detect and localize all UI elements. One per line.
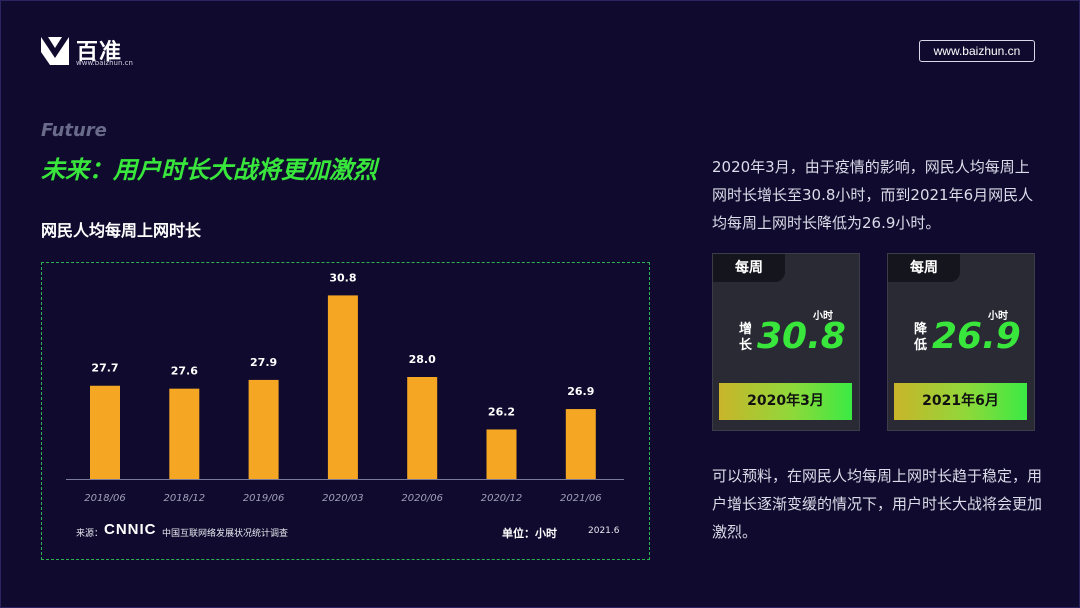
brand-sub: www.baizhun.cn (76, 59, 133, 67)
summary-paragraph: 2020年3月，由于疫情的影响，网民人均每周上网时长增长至30.8小时，而到20… (712, 158, 1034, 232)
chart-panel (41, 262, 650, 560)
category-label: 2020/03 (322, 493, 364, 504)
card-value: 30.8 (757, 316, 846, 357)
stat-card-decrease: 每周 小时 降低 26.9 2021年6月 (887, 253, 1035, 431)
bar (327, 295, 358, 479)
data-label: 30.8 (329, 271, 356, 284)
source-label: 来源： (76, 529, 104, 539)
category-label: 2021/06 (560, 493, 602, 504)
card-date: 2020年3月 (719, 383, 852, 420)
card-verb: 降低 (914, 322, 928, 353)
data-label: 28.0 (409, 353, 436, 366)
bar (565, 409, 596, 479)
conclusion-paragraph: 可以预料，在网民人均每周上网时长趋于稳定，用户增长逐渐变缓的情况下，用户时长大战… (712, 467, 1043, 541)
data-label: 26.2 (488, 405, 515, 418)
category-label: 2018/12 (164, 493, 206, 504)
bar (90, 385, 120, 479)
data-label: 27.9 (250, 356, 277, 369)
source-survey: 中国互联网络发展状况统计调查 (162, 529, 289, 539)
card-verb: 增长 (739, 322, 753, 353)
brand-logo[interactable]: 百准 www.baizhun.cn (40, 36, 200, 70)
bar (486, 429, 517, 479)
page-title: 未来：用户时长大战将更加激烈 (41, 156, 377, 184)
unit-label: 单位：小时 (502, 527, 557, 540)
category-label: 2020/12 (481, 493, 523, 504)
bar (169, 388, 200, 479)
card-date: 2021年6月 (894, 383, 1027, 420)
bar (248, 379, 279, 479)
chart-title: 网民人均每周上网时长 (41, 221, 202, 240)
category-label: 2020/06 (401, 493, 443, 504)
data-label: 27.6 (171, 365, 198, 378)
source-org-logo: CNNIC (104, 521, 157, 538)
brand-name: 百准 (76, 40, 123, 65)
card-unit: 小时 (813, 311, 833, 322)
data-date: 2021.6 (588, 526, 620, 536)
card-unit: 小时 (988, 311, 1008, 322)
card-tab: 每周 (888, 254, 960, 282)
category-label: 2018/06 (84, 493, 126, 504)
data-label: 27.7 (91, 362, 118, 375)
section-tag: Future (41, 120, 107, 141)
category-label: 2019/06 (243, 493, 285, 504)
card-value: 26.9 (932, 316, 1021, 357)
data-label: 26.9 (567, 385, 594, 398)
stat-card-increase: 每周 小时 增长 30.8 2020年3月 (712, 253, 860, 431)
bar (407, 377, 438, 479)
card-tab: 每周 (713, 254, 785, 282)
website-link[interactable]: www.baizhun.cn (919, 40, 1035, 62)
logo-mark-icon (41, 37, 69, 65)
